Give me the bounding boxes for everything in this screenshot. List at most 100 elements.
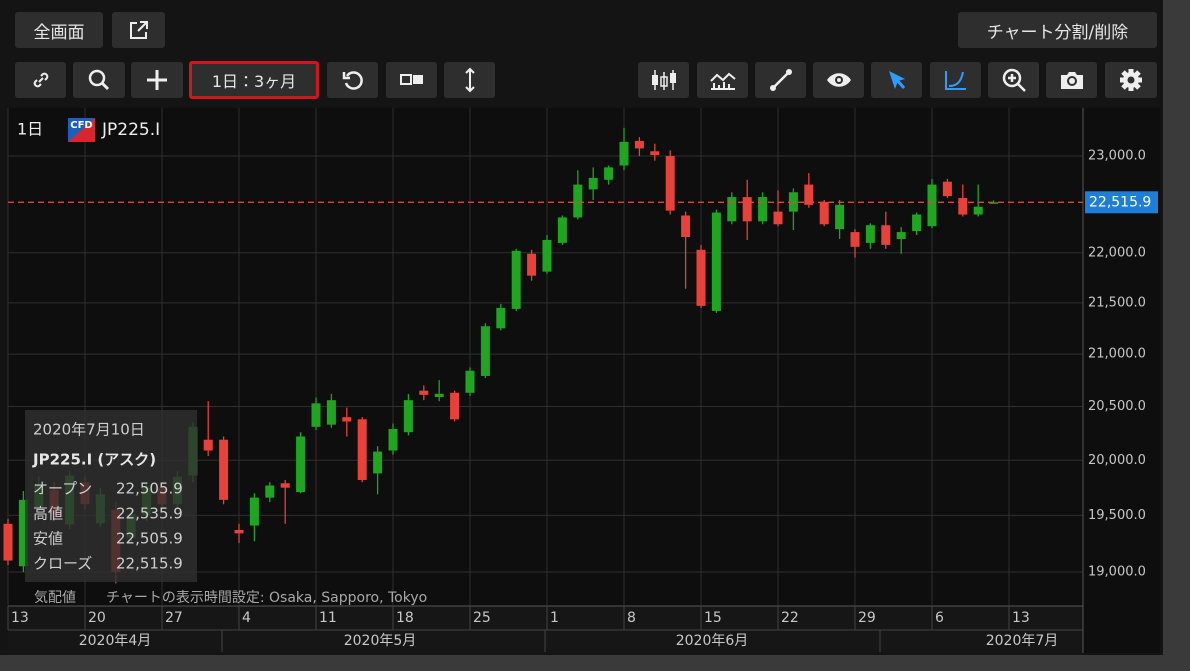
add-button[interactable] (131, 62, 183, 98)
chart: 2020年7月10日 JP225.I (アスク) オープン 22,505.9 高値 2… (3, 108, 1160, 653)
split-button[interactable]: チャート分割/削除 (958, 12, 1157, 48)
curve-icon (944, 71, 966, 90)
pointer-button[interactable] (871, 62, 922, 98)
tooltip-label: クローズ (33, 555, 92, 573)
last-price-label: 22,515.9 (1089, 194, 1151, 210)
candle-body (434, 393, 444, 397)
candle-body (850, 232, 860, 247)
candle-body (958, 198, 968, 215)
candle-body (619, 141, 629, 166)
reset-button[interactable] (327, 62, 378, 98)
y-tick-label: 22,000.0 (1088, 245, 1146, 260)
layout-icon (399, 74, 423, 85)
cfd-badge-text: CFD (70, 120, 92, 131)
curve-button[interactable] (930, 62, 981, 98)
tooltip-box (25, 410, 197, 582)
tooltip-value: 22,505.9 (116, 530, 183, 548)
candle-body (912, 214, 922, 232)
y-tick-label: 23,000.0 (1088, 148, 1146, 163)
candle-body (634, 140, 644, 149)
link-button[interactable] (15, 62, 66, 98)
candle-body (373, 451, 383, 474)
undo-icon (342, 71, 363, 90)
axes: 19,000.0 19,500.0 20,000.0 20,500.0 21,000.0… (7, 148, 1158, 652)
y-tick-label: 19,000.0 (1088, 564, 1146, 579)
line-icon (769, 69, 792, 91)
y-tick-label: 21,000.0 (1088, 347, 1146, 362)
camera-icon (1060, 72, 1083, 89)
timezone-note: チャートの表示時間設定: Osaka, Sapporo, Tokyo (106, 590, 427, 606)
candle-type-button[interactable] (638, 62, 689, 98)
plot-background (8, 108, 1160, 653)
candle-body (311, 403, 321, 427)
visibility-button[interactable] (813, 62, 864, 98)
grid (7, 108, 1083, 605)
candle-body (496, 307, 506, 329)
indicator-button[interactable] (697, 62, 748, 98)
candle-body (650, 151, 660, 156)
quote-type: 気配値 (34, 590, 76, 606)
tooltip-title: JP225.I (アスク) (32, 451, 156, 469)
scale-button[interactable] (444, 62, 495, 98)
candle-body (219, 439, 229, 500)
candle-body (3, 523, 13, 561)
layout-button[interactable] (386, 62, 437, 98)
candle-body (942, 181, 952, 197)
popout-button[interactable] (112, 12, 165, 48)
x-tick-label: 25 (473, 610, 491, 626)
y-tick-label: 21,500.0 (1088, 295, 1146, 310)
y-tick-label: 20,000.0 (1088, 453, 1146, 468)
candle-body (450, 392, 460, 420)
candle-body (403, 400, 413, 433)
candle-body (835, 204, 845, 230)
symbol: JP225.I (101, 120, 160, 140)
candle-body (542, 239, 552, 272)
candle-body (557, 217, 567, 243)
candle-body (727, 197, 737, 222)
candle-body (234, 529, 244, 534)
x-tick-label: 11 (319, 610, 337, 626)
x-tick-label: 8 (627, 610, 636, 626)
app: 全画面 チャート分割/削除 1日：3ヶ月 2020年7月10日 JP (0, 0, 1163, 655)
month-label: 2020年7月 (986, 633, 1059, 649)
indicator-icon (709, 72, 736, 90)
month-label: 2020年5月 (344, 633, 417, 649)
candle-body (249, 497, 259, 526)
scale-icon (464, 67, 475, 93)
candle-body (388, 428, 398, 451)
candle-body (588, 177, 598, 190)
camera-button[interactable] (1046, 62, 1097, 98)
candle-body (280, 483, 290, 488)
candle-body (665, 155, 675, 211)
candle-body (989, 202, 999, 204)
candle-body (896, 232, 906, 239)
tooltip-value: 22,505.9 (116, 480, 183, 498)
tooltip-value: 22,535.9 (116, 505, 183, 523)
candle-body (465, 370, 475, 393)
candle-icon (651, 70, 676, 90)
popout-icon (129, 21, 148, 39)
candle-body (419, 390, 429, 395)
interval: 1日 (17, 120, 43, 139)
search-button[interactable] (73, 62, 125, 98)
x-tick-label: 6 (935, 610, 944, 626)
x-tick-label: 13 (11, 610, 29, 626)
candle-body (711, 212, 721, 311)
tooltip-label: 安値 (33, 530, 63, 548)
candle-body (511, 250, 521, 309)
x-tick-label: 29 (858, 610, 876, 626)
settings-button[interactable] (1105, 62, 1157, 98)
candle-body (573, 184, 583, 218)
zoom-button[interactable] (988, 62, 1039, 98)
x-tick-label: 1 (550, 610, 559, 626)
period-button[interactable]: 1日：3ヶ月 (189, 61, 319, 99)
candle-body (357, 419, 367, 480)
candle-body (758, 197, 768, 222)
pointer-icon (888, 71, 905, 89)
plus-icon (147, 70, 167, 90)
candle-body (527, 253, 537, 276)
draw-button[interactable] (755, 62, 806, 98)
fullscreen-button[interactable]: 全画面 (15, 12, 103, 48)
tooltip-date: 2020年7月10日 (33, 421, 145, 439)
candle-body (927, 184, 937, 227)
